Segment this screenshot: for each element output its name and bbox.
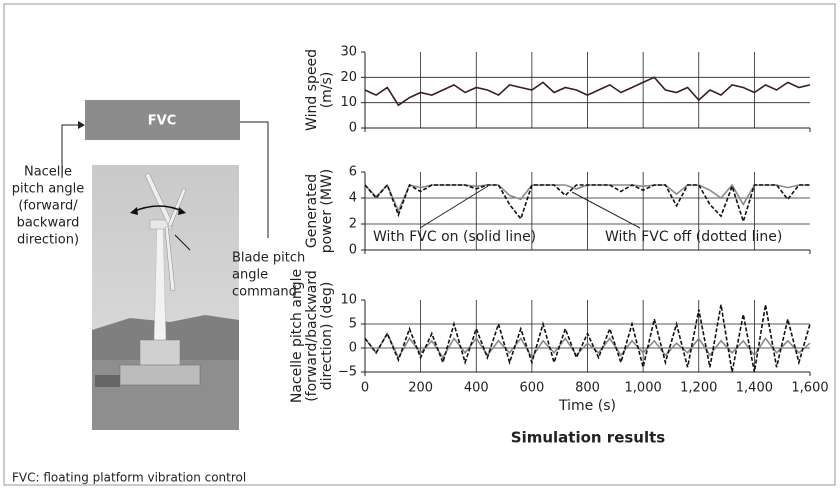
axes bbox=[364, 300, 810, 373]
connector bbox=[61, 124, 80, 178]
pointer bbox=[174, 234, 191, 251]
photo bbox=[92, 165, 239, 430]
series-line bbox=[364, 331, 811, 360]
annotation: With FVC on (solid line) bbox=[373, 229, 536, 245]
y-axis-label: Wind speed bbox=[304, 49, 320, 131]
diagram-label: direction) bbox=[17, 233, 79, 248]
y-axis-label: Generated bbox=[304, 174, 320, 248]
footnote: FVC: floating platform vibration control bbox=[12, 471, 246, 485]
x-tick-label: 800 bbox=[575, 381, 600, 396]
annotation-arrow bbox=[571, 191, 641, 229]
series-line bbox=[364, 183, 810, 225]
y-axis-label: power (MW) bbox=[319, 169, 335, 254]
series-line bbox=[364, 76, 811, 107]
x-tick-label: 1,000 bbox=[625, 381, 662, 396]
y-tick-label: 0 bbox=[349, 121, 357, 136]
x-tick-label: 1,400 bbox=[736, 381, 773, 396]
x-tick-label: 600 bbox=[519, 381, 544, 396]
connector bbox=[240, 121, 269, 238]
diagram-label: Nacelle bbox=[24, 165, 72, 180]
y-tick-label: −5 bbox=[338, 365, 357, 380]
y-tick-label: 10 bbox=[340, 293, 357, 308]
frame bbox=[3, 3, 836, 486]
y-tick-label: 20 bbox=[340, 70, 357, 85]
diagram-label: pitch angle bbox=[12, 182, 85, 197]
y-axis-label: direction) (deg) bbox=[319, 282, 335, 391]
y-axis-label: (m/s) bbox=[319, 72, 335, 109]
x-axis-label: Time (s) bbox=[558, 398, 616, 414]
x-tick-label: 400 bbox=[464, 381, 489, 396]
diagram-label: backward bbox=[17, 216, 80, 231]
series-line bbox=[364, 304, 811, 373]
diagram-label: command bbox=[232, 285, 297, 300]
y-tick-label: 0 bbox=[349, 243, 357, 258]
annotation: With FVC off (dotted line) bbox=[605, 229, 782, 245]
diagram-label: angle bbox=[232, 268, 268, 283]
x-tick-label: 0 bbox=[361, 381, 369, 396]
y-tick-label: 4 bbox=[349, 191, 357, 206]
fvc-box bbox=[85, 100, 240, 140]
y-axis-label: Nacelle pitch angle bbox=[289, 269, 305, 403]
x-tick-label: 200 bbox=[408, 381, 433, 396]
x-tick-label: 1,600 bbox=[791, 381, 828, 396]
y-tick-label: 6 bbox=[349, 165, 357, 180]
y-tick-label: 0 bbox=[349, 341, 357, 356]
axes bbox=[364, 52, 810, 129]
y-tick-label: 30 bbox=[340, 45, 357, 60]
y-tick-label: 2 bbox=[349, 217, 357, 232]
axes bbox=[364, 172, 810, 251]
diagram-label: Blade pitch bbox=[232, 251, 305, 266]
y-tick-label: 10 bbox=[340, 95, 357, 110]
diagram-label: (forward/ bbox=[18, 199, 78, 214]
arrow-head bbox=[78, 121, 85, 129]
fvc-label: FVC bbox=[148, 114, 176, 129]
caption: Simulation results bbox=[511, 429, 666, 447]
y-axis-label: (forward/backward bbox=[304, 270, 320, 402]
x-tick-label: 1,200 bbox=[680, 381, 717, 396]
annotation-arrow bbox=[419, 185, 489, 229]
y-tick-label: 5 bbox=[349, 317, 357, 332]
